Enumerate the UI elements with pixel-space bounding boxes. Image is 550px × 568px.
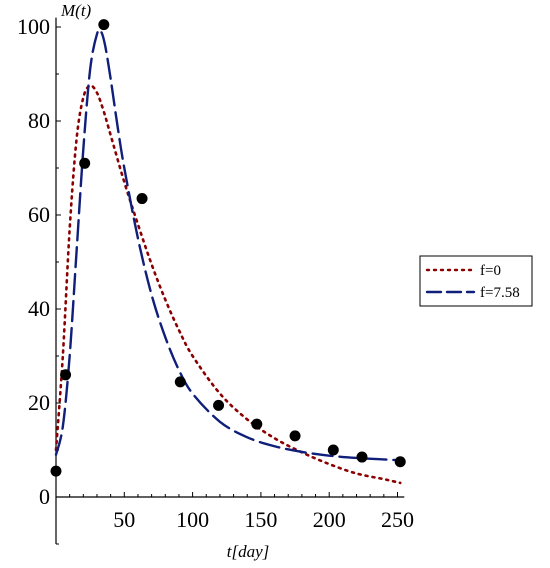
y-tick-label: 20	[28, 390, 50, 415]
y-axis-label: M(t)	[60, 1, 92, 20]
y-tick-label: 40	[28, 296, 50, 321]
y-tick-label: 80	[28, 108, 50, 133]
data-point	[327, 444, 339, 456]
x-tick-label: 100	[176, 507, 209, 532]
y-tick-label: 60	[28, 202, 50, 227]
data-point	[98, 19, 110, 31]
axes	[55, 17, 405, 544]
x-axis-label: t[day]	[227, 542, 270, 561]
data-point	[136, 193, 148, 205]
legend-label: f=7.58	[480, 285, 520, 301]
legend: f=0 f=7.58	[419, 255, 533, 307]
series-lines	[54, 28, 402, 485]
x-tick-label: 50	[113, 507, 135, 532]
legend-box	[419, 255, 533, 307]
ticks: 0 20 40 60 80 100 50 100 150 200 250	[17, 14, 414, 545]
x-tick-label: 200	[313, 507, 346, 532]
series-line-f0	[54, 84, 402, 485]
data-point	[394, 456, 406, 468]
data-point	[60, 369, 72, 381]
data-point	[213, 399, 225, 411]
observation-points	[50, 19, 406, 477]
data-point	[79, 157, 91, 169]
data-point	[356, 451, 368, 463]
data-point	[174, 376, 186, 388]
series-line-f758	[54, 28, 402, 462]
y-tick-label: 0	[39, 484, 50, 509]
x-tick-label: 150	[244, 507, 277, 532]
y-tick-label: 100	[17, 14, 50, 39]
data-point	[251, 418, 263, 430]
x-tick-label: 250	[381, 507, 414, 532]
data-point	[50, 465, 62, 477]
legend-label: f=0	[480, 263, 501, 279]
data-point	[289, 430, 301, 442]
